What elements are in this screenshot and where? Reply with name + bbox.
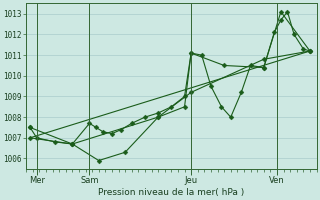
X-axis label: Pression niveau de la mer( hPa ): Pression niveau de la mer( hPa ) bbox=[98, 188, 244, 197]
